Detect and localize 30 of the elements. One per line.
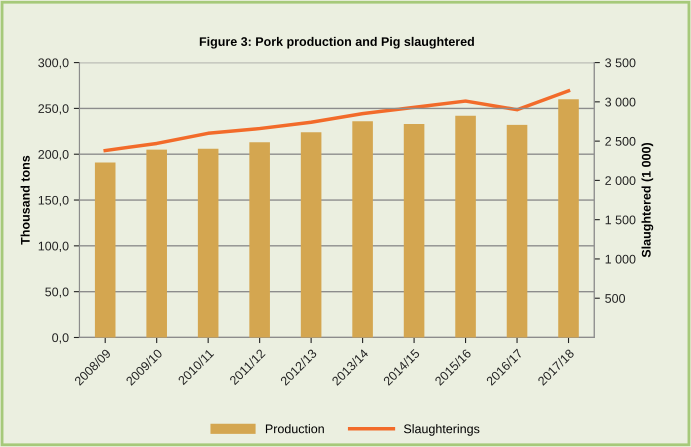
bar <box>249 142 270 338</box>
y2-axis-title: Slaughtered (1 000) <box>642 142 654 258</box>
y2-tick-label: 3 000 <box>605 98 636 107</box>
y2-tick-label: 2 500 <box>605 136 636 146</box>
y-tick-label: 100,0 <box>38 242 69 252</box>
legend-label: Slaughterings <box>404 424 480 436</box>
chart-title: Figure 3: Pork production and Pig slaughtered <box>200 36 474 49</box>
y2-tick-label: 500 <box>605 294 626 303</box>
y-tick-label: 50,0 <box>45 287 69 298</box>
y-tick-label: 0,0 <box>52 333 69 344</box>
y2-tick-label: 2 000 <box>605 176 636 186</box>
y-tick-label: 150,0 <box>38 196 69 206</box>
y-tick-label: 200,0 <box>38 150 69 160</box>
bar <box>146 150 167 338</box>
bar <box>198 148 218 338</box>
bar <box>94 162 116 338</box>
y-tick-label: 300,0 <box>38 58 69 69</box>
bar <box>558 99 579 338</box>
y2-tick-label: 1 000 <box>606 254 636 264</box>
bar <box>506 124 528 338</box>
line-series <box>103 89 570 152</box>
y-axis-title: Thousand tons <box>20 156 30 245</box>
y2-tick-label: 1 500 <box>606 215 636 224</box>
bar <box>300 132 322 338</box>
y-tick-label: 250,0 <box>38 104 69 115</box>
legend-label: Production <box>266 424 324 434</box>
y2-tick-label: 3 500 <box>605 58 636 68</box>
bar <box>352 121 373 338</box>
bar <box>404 124 424 338</box>
bar <box>455 116 476 338</box>
